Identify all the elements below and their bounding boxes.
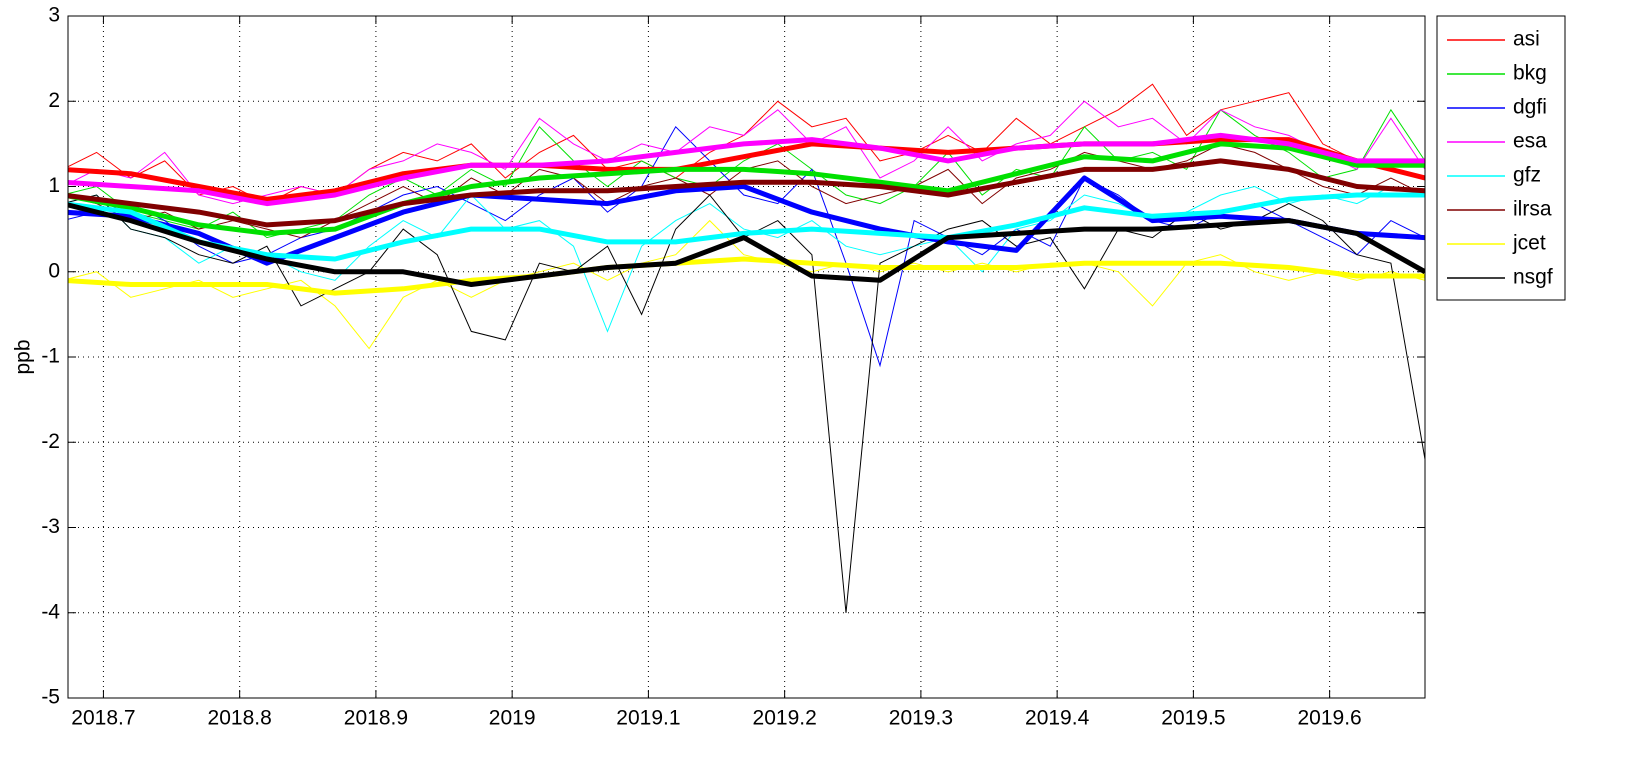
x-tick-label: 2019.5 (1161, 707, 1225, 730)
x-tick-label: 2019 (489, 707, 536, 730)
trend-line (68, 137, 1425, 202)
legend-label: nsgf (1513, 266, 1553, 289)
x-tick-label: 2018.9 (344, 707, 408, 730)
series-line (68, 185, 1425, 333)
y-tick-label: -4 (41, 600, 60, 623)
trend-line (68, 202, 1425, 287)
trend-line (68, 158, 1425, 228)
x-tick-label: 2019.6 (1298, 707, 1362, 730)
y-tick-label: 1 (48, 174, 60, 197)
x-tick-label: 2018.7 (71, 707, 135, 730)
legend-label: dgfi (1513, 96, 1547, 119)
y-tick-label: -1 (41, 345, 60, 368)
series-line (68, 100, 1425, 205)
y-tick-label: -5 (41, 686, 60, 709)
y-tick-label: 0 (48, 259, 60, 282)
y-tick-label: -2 (41, 430, 60, 453)
trend-line (68, 256, 1425, 296)
y-tick-label: 3 (48, 4, 60, 27)
x-tick-label: 2019.2 (753, 707, 817, 730)
trend-line (68, 141, 1425, 236)
y-tick-label: -3 (41, 515, 60, 538)
legend-label: esa (1513, 130, 1547, 153)
legend-box (1436, 15, 1566, 301)
x-tick-label: 2018.8 (208, 707, 272, 730)
legend-label: gfz (1513, 164, 1541, 187)
x-tick-label: 2019.1 (616, 707, 680, 730)
y-tick-label: 2 (48, 89, 60, 112)
legend-label: jcet (1512, 232, 1546, 255)
series-line (68, 219, 1425, 350)
x-tick-label: 2019.3 (889, 707, 953, 730)
plot-area (68, 83, 1425, 613)
trend-line (68, 192, 1425, 262)
y-axis-label: ppb (12, 339, 35, 374)
legend-label: bkg (1513, 62, 1547, 85)
plot-frame (67, 15, 1426, 699)
trend-line (68, 132, 1425, 207)
legend-label: asi (1513, 28, 1540, 51)
x-tick-label: 2019.4 (1025, 707, 1090, 730)
series-line (68, 125, 1425, 368)
legend-label: ilrsa (1513, 198, 1552, 221)
